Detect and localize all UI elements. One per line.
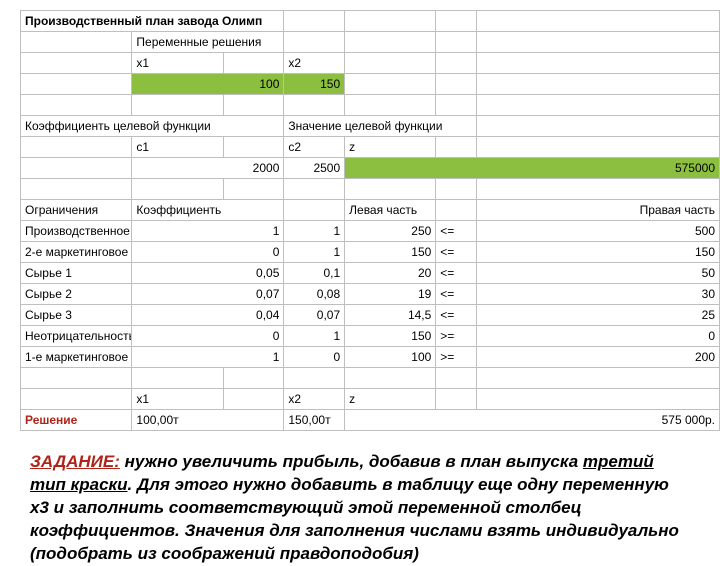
table-row: Сырье 3 0,04 0,07 14,5 <= 25 (21, 305, 720, 326)
solution-label: Решение (21, 410, 132, 431)
obj-coef-label: Коэффициенть целевой функции (21, 116, 284, 137)
sol-x2-label: x2 (284, 389, 345, 410)
c2-value: 2500 (284, 158, 345, 179)
table-row: Производственное 1 1 250 <= 500 (21, 221, 720, 242)
var-x1-label: x1 (132, 53, 223, 74)
spreadsheet-table: Производственный план завода Олимп Перем… (20, 10, 720, 431)
table-row: 1-е маркетинговое 1 0 100 >= 200 (21, 347, 720, 368)
table-row: Сырье 1 0,05 0,1 20 <= 50 (21, 263, 720, 284)
table-row: Сырье 2 0,07 0,08 19 <= 30 (21, 284, 720, 305)
title-cell: Производственный план завода Олимп (21, 11, 284, 32)
obj-val-label: Значение целевой функции (284, 116, 476, 137)
var-x1-value: 100 (132, 74, 284, 95)
sol-z-label: z (345, 389, 436, 410)
z-value: 575000 (345, 158, 720, 179)
sol-z-value: 575 000р. (345, 410, 720, 431)
sol-x1-value: 100,00т (132, 410, 284, 431)
constraints-h-lhs: Левая часть (345, 200, 436, 221)
constraints-h-coef: Коэффициенть (132, 200, 284, 221)
task-label: ЗАДАНИЕ: (30, 452, 120, 471)
c1-label: c1 (132, 137, 223, 158)
task-text: ЗАДАНИЕ: нужно увеличить прибыль, добави… (30, 451, 690, 566)
var-x2-value: 150 (284, 74, 345, 95)
z-label: z (345, 137, 436, 158)
c1-value: 2000 (132, 158, 284, 179)
table-row: Неотрицательность 0 1 150 >= 0 (21, 326, 720, 347)
vars-label: Переменные решения (132, 32, 284, 53)
table-row: 2-е маркетинговое 0 1 150 <= 150 (21, 242, 720, 263)
sol-x1-label: x1 (132, 389, 223, 410)
c2-label: c2 (284, 137, 345, 158)
var-x2-label: x2 (284, 53, 345, 74)
sol-x2-value: 150,00т (284, 410, 345, 431)
constraints-h-rhs: Правая часть (476, 200, 719, 221)
constraints-h-name: Ограничения (21, 200, 132, 221)
